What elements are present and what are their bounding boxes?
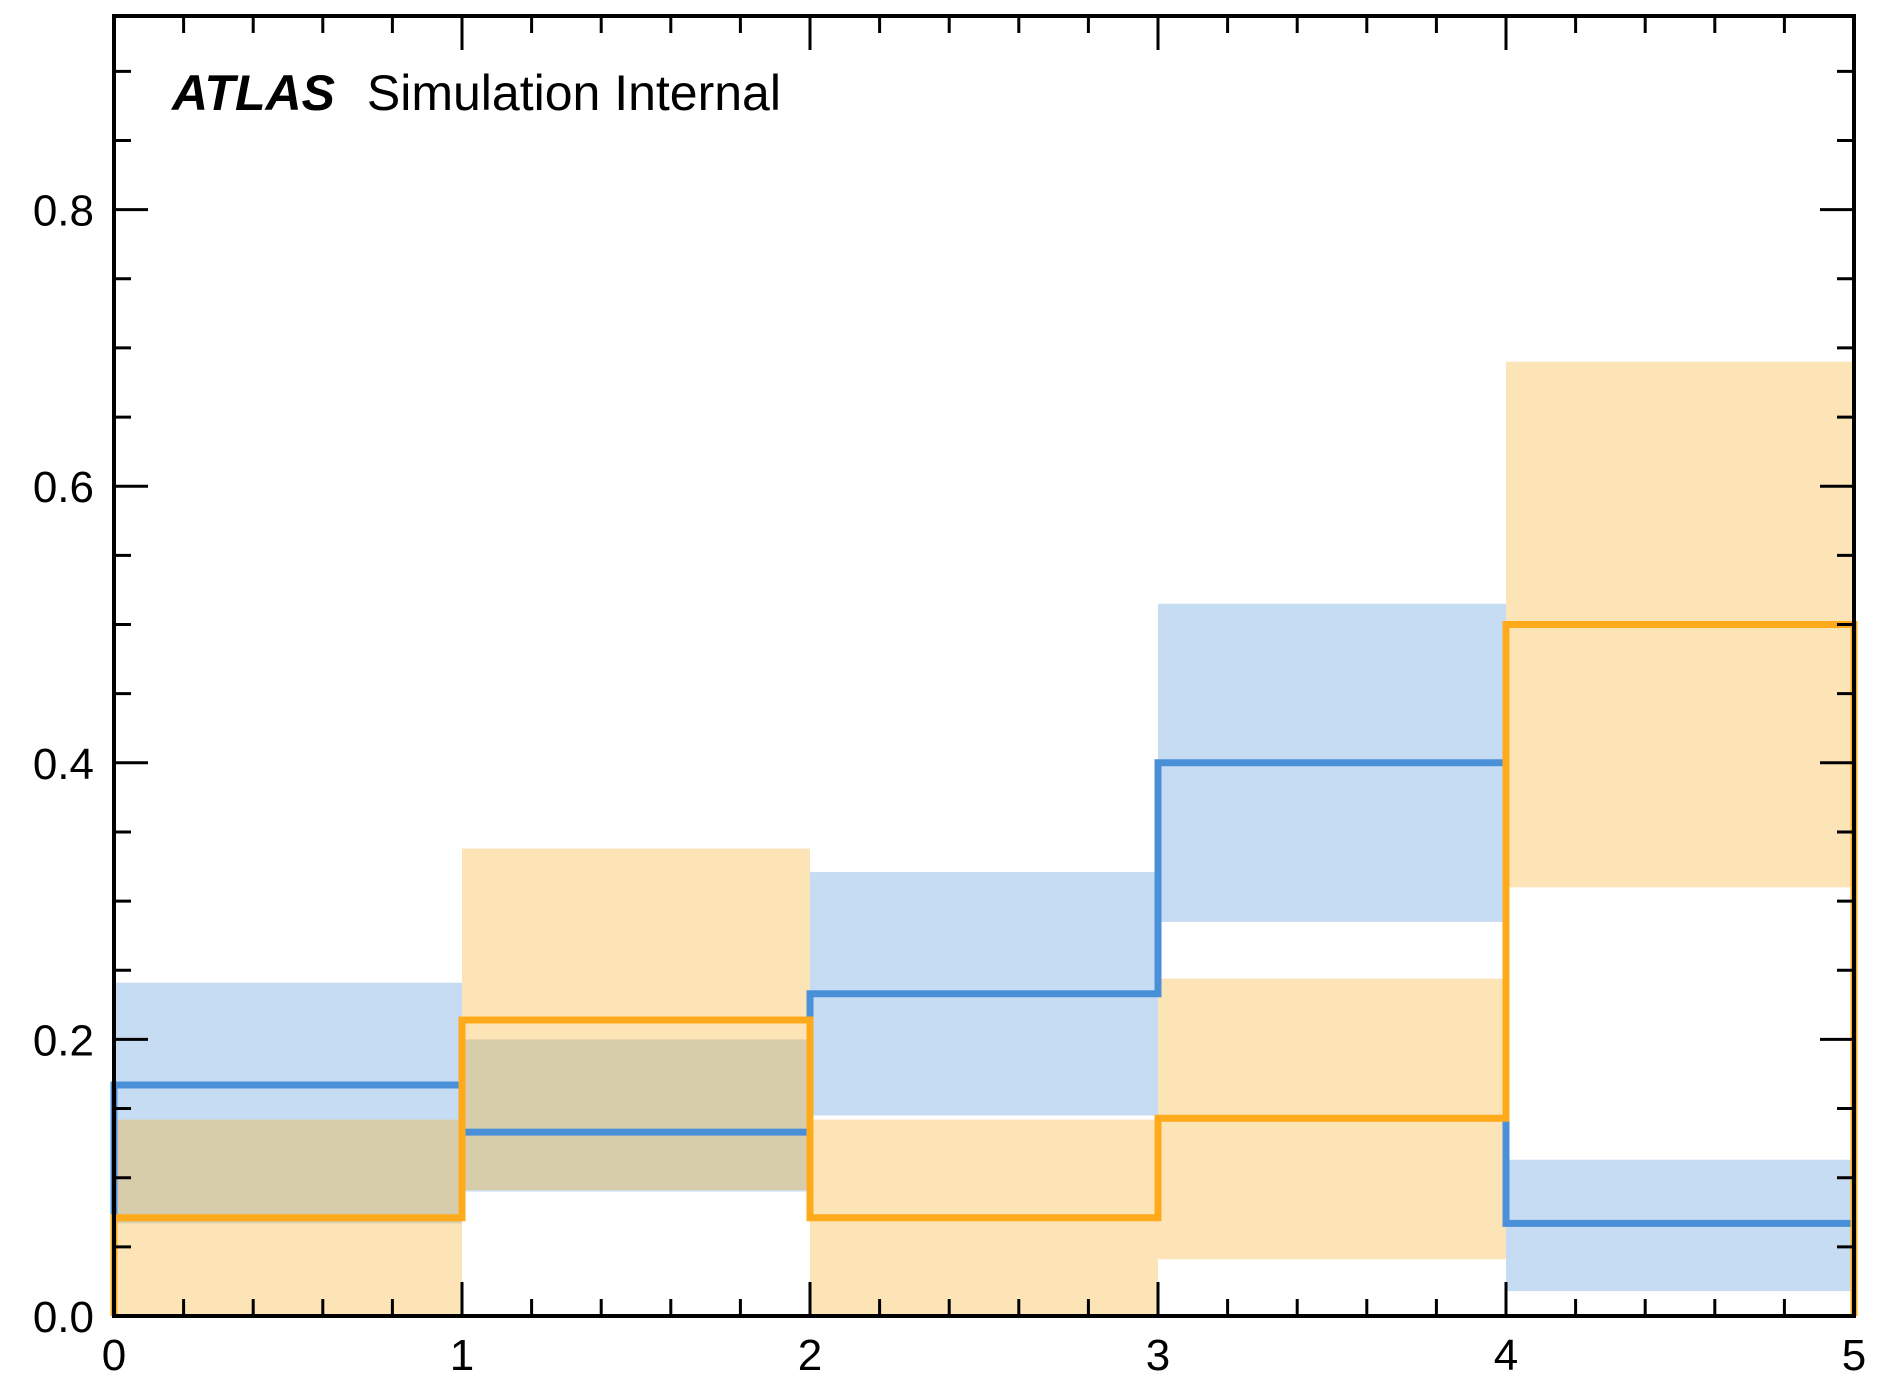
y-tick-label: 0.4 [33,740,94,789]
atlas-status: Simulation Internal [367,65,781,121]
band-overlap-layer [114,1039,810,1224]
y-tick-label: 0.6 [33,463,94,512]
histogram-steps [110,621,1858,1316]
band-overlap-bin0 [114,1119,462,1224]
x-tick-label: 2 [798,1331,822,1380]
atlas-label: ATLAS Simulation Internal [170,65,781,121]
atlas-experiment: ATLAS [170,65,335,121]
x-tick-label: 3 [1146,1331,1170,1380]
step-line-s0 [110,759,1858,1316]
plot-frame [112,14,1856,1318]
x-tick-label: 4 [1494,1331,1518,1380]
y-tick-label: 0.8 [33,187,94,236]
x-tick-labels: 0 1 2 3 4 5 [102,1331,1866,1380]
step-line-s1 [110,621,1858,1316]
x-tick-label: 5 [1842,1331,1866,1380]
x-tick-label: 0 [102,1331,126,1380]
band-overlap-bin1 [462,1039,810,1191]
x-tick-label: 1 [450,1331,474,1380]
y-tick-label: 0.2 [33,1016,94,1065]
y-tick-labels: 0.0 0.2 0.4 0.6 0.8 [33,187,94,1342]
y-tick-label: 0.0 [33,1293,94,1342]
